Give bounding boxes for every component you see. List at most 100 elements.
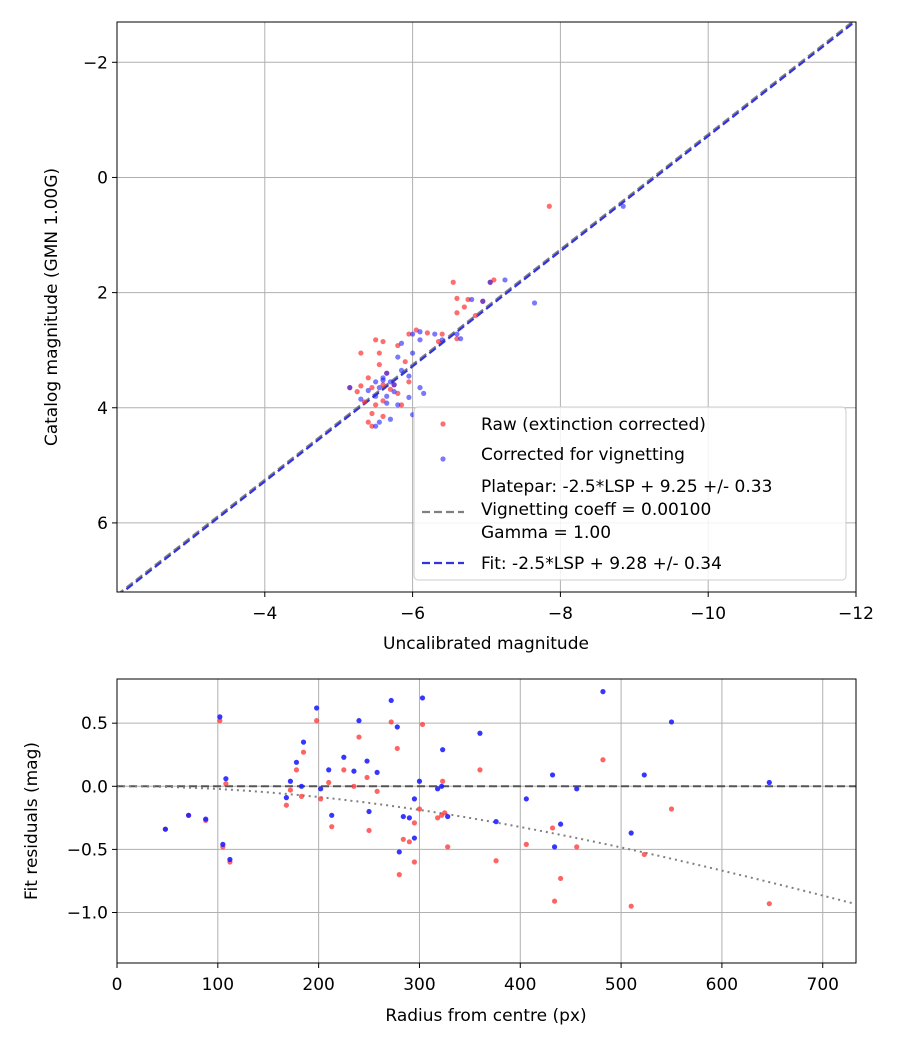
raw-residual-point [366,827,372,834]
top-x-tick-label: −12 [838,604,874,624]
corrected-residual-point [341,754,347,760]
platepar-line [118,22,855,592]
top-chart: −4 −6 −8 −10 −12 −2 0 2 4 6 Uncalibrated magnitu… [42,21,874,654]
raw-residual-point [641,851,647,858]
raw-residual-point [477,767,483,773]
raw-point [450,279,456,285]
raw-residual-point [394,745,400,752]
corrected-residual-point [523,796,529,802]
bottom-x-tick-label: 500 [605,975,637,995]
corrected-residual-point [766,779,772,786]
corrected-residual-point [318,786,324,792]
corrected-point [398,367,405,373]
corrected-point [395,402,401,408]
raw-point [380,413,386,419]
raw-residual-point [419,721,426,728]
raw-point [398,402,405,408]
legend-fit-label: Fit: -2.5*LSP + 9.28 +/- 0.34 [481,554,722,574]
corrected-residual-point [574,786,580,792]
legend-platepar-line1: Platepar: -2.5*LSP + 9.25 +/- 0.33 [481,477,772,497]
raw-residual-point [549,825,556,831]
corrected-residual-point [411,835,418,841]
raw-residual-point [283,802,289,808]
top-y-ticks: −2 0 2 4 6 [83,53,117,534]
corrected-residual-point [185,812,192,818]
raw-residual-point [600,757,606,763]
corrected-point [417,385,423,391]
corrected-point [376,419,382,425]
raw-residual-point [356,734,362,740]
corrected-point [387,416,394,422]
corrected-residual-point [493,819,499,825]
corrected-residual-point [293,759,300,765]
raw-residual-point [551,898,558,904]
corrected-residual-point [396,849,402,855]
raw-point [439,331,445,337]
corrected-point [531,300,538,306]
bottom-reference-lines [117,785,856,905]
corrected-point [384,370,390,376]
corrected-point [417,337,423,343]
bottom-plot-area [117,679,856,963]
corrected-residual-point [628,830,634,836]
corrected-residual-point [388,697,394,704]
corrected-residual-point [329,812,335,818]
raw-residual-point [416,806,423,812]
raw-residual-point [406,839,412,845]
top-y-axis-label: Catalog magnitude (GMN 1.00G) [42,168,62,446]
corrected-point [406,373,412,379]
bottom-x-tick-label: 300 [403,975,435,995]
raw-point [406,331,412,337]
corrected-residual-point [314,705,320,711]
bottom-scatter-points [162,689,772,909]
bottom-grid [116,679,856,963]
raw-point [365,375,371,381]
corrected-residual-point [366,808,372,815]
raw-residual-point [298,793,305,799]
raw-residual-point [374,788,380,794]
raw-residual-point [411,820,418,826]
corrected-point [487,279,493,285]
bottom-x-tick-label: 200 [302,975,334,995]
raw-point [369,410,375,417]
raw-point [472,313,479,319]
corrected-point [469,296,475,303]
corrected-residual-point [374,769,380,776]
corrected-point [358,396,364,402]
top-fit-lines [118,22,856,592]
legend-box [413,406,847,581]
bottom-y-tick-label: −1.0 [67,904,108,924]
bottom-x-tick-label: 0 [112,975,123,995]
top-scatter-points [347,203,626,429]
raw-point [380,382,386,388]
corrected-residual-point [162,826,168,832]
legend-corrected-marker [440,456,446,462]
raw-residual-point [329,824,335,830]
raw-residual-point [326,779,332,786]
corrected-residual-point [203,816,209,822]
corrected-point [373,379,379,385]
raw-point [454,295,460,301]
corrected-residual-point [558,821,564,827]
raw-residual-point [217,718,223,724]
raw-point [424,330,430,336]
corrected-point [384,393,390,399]
raw-point [454,336,460,342]
corrected-residual-point [419,695,426,701]
corrected-point [620,203,626,209]
corrected-point [432,331,438,337]
corrected-residual-point [600,689,606,695]
corrected-residual-point [668,719,675,725]
raw-residual-point [558,875,564,882]
bottom-y-axis-label: Fit residuals (mag) [22,742,42,900]
corrected-point [502,277,508,283]
corrected-point [398,340,405,346]
corrected-point [417,329,423,335]
corrected-residual-point [445,813,451,820]
raw-point [369,385,375,391]
corrected-residual-point [223,776,229,782]
fit-line [121,22,856,592]
bottom-y-tick-label: −0.5 [67,840,108,860]
corrected-residual-point [287,778,294,784]
